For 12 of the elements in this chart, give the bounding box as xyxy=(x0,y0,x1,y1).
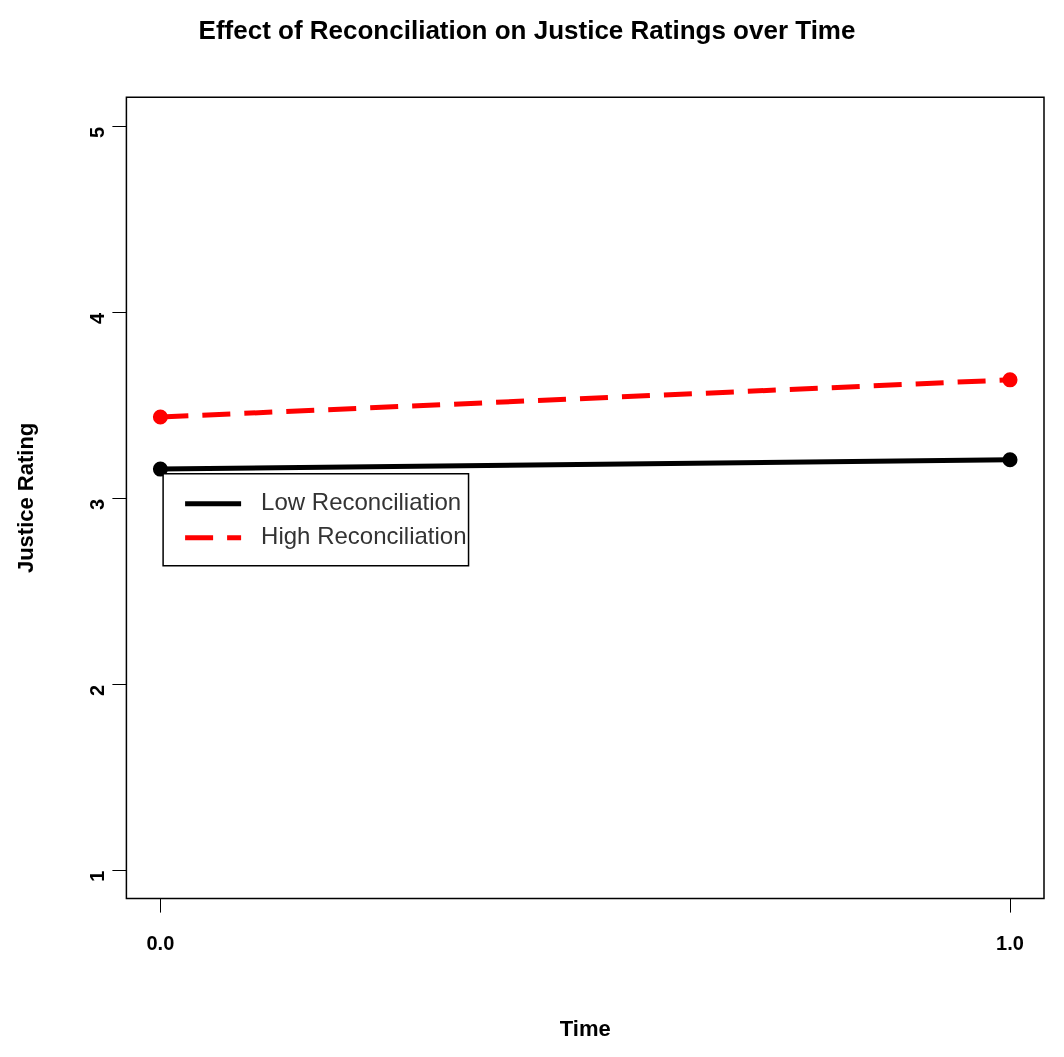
x-tick-label: 0.0 xyxy=(146,932,175,955)
y-tick-label: 1 xyxy=(85,870,108,882)
y-tick-label: 2 xyxy=(85,684,108,696)
legend-label: Low Reconciliation xyxy=(261,488,462,516)
y-axis-title: Justice Rating xyxy=(13,422,39,574)
y-tick-label: 5 xyxy=(85,126,108,139)
legend-label: High Reconciliation xyxy=(261,522,467,550)
x-axis-title: Time xyxy=(559,1015,611,1041)
chart-title: Effect of Reconciliation on Justice Ratings over Time xyxy=(198,14,856,45)
x-tick-label: 1.0 xyxy=(996,932,1024,955)
y-tick-label: 4 xyxy=(85,312,108,325)
y-tick-label: 3 xyxy=(85,498,108,510)
